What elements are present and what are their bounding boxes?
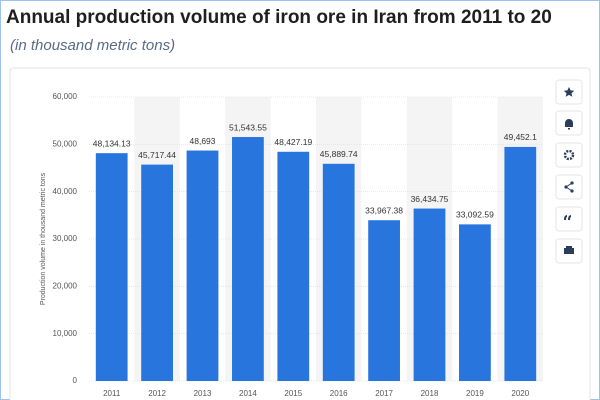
value-label: 48,134.13 bbox=[93, 138, 131, 148]
x-tick-label: 2013 bbox=[194, 389, 212, 398]
x-tick-label: 2018 bbox=[421, 389, 439, 398]
value-label: 45,717.44 bbox=[138, 150, 176, 160]
value-label: 33,967.38 bbox=[365, 205, 403, 215]
x-tick-label: 2020 bbox=[511, 389, 529, 398]
cite-button[interactable] bbox=[555, 206, 583, 232]
chart-title: Annual production volume of iron ore in … bbox=[6, 7, 552, 28]
y-tick-label: 50,000 bbox=[53, 139, 78, 148]
value-label: 36,434.75 bbox=[411, 194, 449, 204]
value-label: 48,693 bbox=[190, 136, 216, 146]
share-button[interactable] bbox=[555, 174, 583, 200]
favorite-button[interactable] bbox=[555, 79, 583, 105]
bar bbox=[186, 150, 219, 381]
x-tick-label: 2016 bbox=[330, 389, 348, 398]
chart-subtitle: (in thousand metric tons) bbox=[10, 37, 175, 54]
y-tick-label: 10,000 bbox=[53, 329, 78, 338]
bar bbox=[504, 146, 537, 381]
bar bbox=[95, 153, 128, 381]
print-button[interactable] bbox=[555, 238, 583, 264]
value-label: 33,092.59 bbox=[456, 210, 494, 220]
y-tick-label: 0 bbox=[73, 376, 78, 385]
settings-button[interactable] bbox=[555, 142, 583, 168]
x-tick-label: 2017 bbox=[375, 389, 393, 398]
value-label: 45,889.74 bbox=[320, 149, 358, 159]
value-label: 48,427.19 bbox=[274, 137, 312, 147]
bar bbox=[322, 163, 355, 381]
bar bbox=[459, 224, 491, 381]
y-axis-title: Production volume in thousand metric ton… bbox=[40, 172, 47, 305]
toolbar bbox=[555, 79, 583, 264]
plot: 0 10,000 20,000 30,000 40,000 50,000 60,000 201… bbox=[53, 92, 543, 398]
x-tick-label: 2019 bbox=[466, 389, 484, 398]
x-tick-label: 2011 bbox=[103, 389, 121, 398]
bar bbox=[232, 137, 264, 381]
bar bbox=[277, 151, 310, 381]
y-tick-label: 30,000 bbox=[53, 234, 78, 243]
bar bbox=[141, 164, 173, 381]
value-label: 51,543.55 bbox=[229, 122, 267, 132]
value-label: 49,452.1 bbox=[504, 132, 537, 142]
x-tick-label: 2012 bbox=[148, 389, 166, 398]
notification-button[interactable] bbox=[555, 110, 583, 136]
y-tick-label: 60,000 bbox=[53, 92, 78, 101]
x-tick-label: 2015 bbox=[284, 389, 302, 398]
bar bbox=[368, 220, 400, 381]
bar bbox=[413, 208, 446, 381]
y-tick-label: 40,000 bbox=[53, 187, 78, 196]
x-tick-label: 2014 bbox=[239, 389, 257, 398]
y-tick-label: 20,000 bbox=[53, 281, 78, 290]
